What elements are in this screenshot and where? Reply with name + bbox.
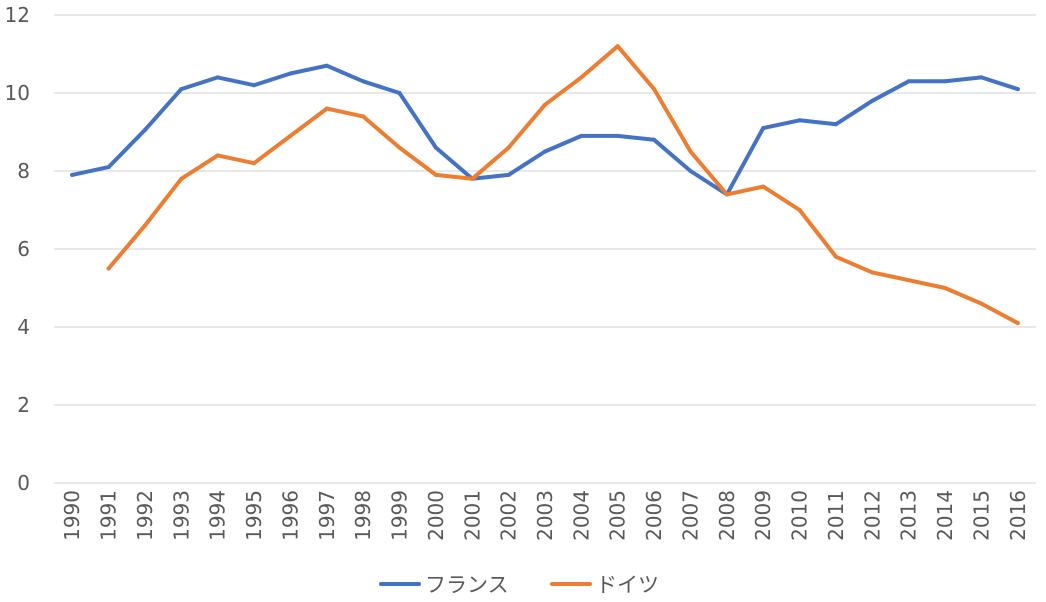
data-point (324, 106, 329, 111)
data-point (979, 301, 984, 306)
data-point (106, 266, 111, 271)
data-point (543, 149, 547, 154)
x-tick-label: 2001 (460, 490, 484, 541)
data-point (215, 153, 220, 158)
x-tick-label: 1999 (388, 490, 412, 541)
data-point (179, 87, 184, 92)
data-point (615, 44, 620, 49)
x-tick-label: 1992 (133, 490, 157, 541)
x-tick-label: 1991 (97, 490, 121, 541)
x-tick-label: 2002 (497, 490, 521, 541)
legend: フランス ドイツ (379, 573, 659, 597)
data-point (579, 133, 584, 138)
data-point (906, 79, 911, 84)
data-point (761, 126, 766, 131)
y-tick-label: 2 (17, 393, 30, 417)
data-point (688, 149, 693, 154)
legend-label: フランス (425, 573, 509, 597)
x-tick-label: 2010 (788, 490, 812, 541)
x-tick-label: 1994 (206, 490, 230, 541)
x-tick-label: 2014 (933, 490, 957, 541)
x-tick-label: 1995 (242, 490, 266, 541)
data-point (615, 133, 620, 138)
x-tick-label: 2004 (569, 490, 593, 541)
data-point (761, 184, 766, 189)
data-point (870, 98, 875, 103)
data-point (142, 223, 147, 228)
data-point (397, 145, 402, 150)
legend-label: ドイツ (596, 573, 659, 597)
data-point (870, 270, 875, 275)
y-tick-label: 4 (17, 315, 30, 339)
data-point (179, 176, 184, 181)
y-axis-ticks: 0 2 4 6 8 10 12 (5, 3, 30, 495)
x-tick-label: 2000 (424, 490, 448, 541)
data-point (142, 128, 147, 133)
x-tick-label: 2016 (1006, 490, 1030, 541)
data-point (979, 75, 984, 80)
data-point (652, 87, 657, 92)
data-point (397, 91, 402, 95)
series-line-0 (70, 63, 1020, 197)
x-tick-label: 1993 (169, 490, 193, 541)
x-tick-label: 1990 (60, 490, 84, 541)
x-tick-label: 1996 (278, 490, 302, 541)
data-point (70, 172, 75, 177)
data-point (252, 161, 257, 166)
data-point (288, 71, 293, 76)
x-tick-label: 2005 (606, 490, 630, 541)
series-line-1 (106, 44, 1020, 326)
data-point (470, 176, 475, 181)
x-tick-label: 2007 (678, 490, 702, 541)
x-tick-label: 1998 (351, 490, 375, 541)
x-tick-label: 2008 (715, 490, 739, 541)
data-point (688, 169, 693, 173)
data-point (833, 254, 838, 259)
data-point (943, 286, 948, 290)
data-point (833, 122, 838, 127)
data-point (288, 133, 293, 138)
data-point (1015, 321, 1020, 326)
data-point (797, 208, 802, 212)
data-point (724, 192, 729, 197)
x-tick-label: 2015 (969, 490, 993, 541)
data-point (433, 172, 438, 177)
gridlines (54, 14, 1036, 484)
data-point (252, 83, 257, 88)
x-tick-label: 2003 (533, 490, 557, 541)
x-tick-label: 2009 (751, 490, 775, 541)
data-point (579, 75, 584, 80)
data-point (215, 75, 220, 80)
y-tick-label: 10 (5, 81, 30, 105)
data-point (652, 137, 657, 142)
data-point (543, 102, 547, 107)
y-tick-label: 0 (17, 471, 30, 495)
data-point (433, 145, 438, 150)
data-point (324, 63, 329, 68)
data-point (943, 79, 948, 84)
data-point (106, 165, 111, 170)
data-point (506, 172, 511, 177)
x-tick-label: 1997 (315, 490, 339, 541)
x-axis-ticks: 1990 1991 1992 1993 1994 1995 1996 1997 1998 1999… (60, 490, 1030, 541)
x-tick-label: 2006 (642, 490, 666, 541)
data-point (506, 145, 511, 150)
data-point (1015, 87, 1020, 92)
series-lines (70, 44, 1020, 326)
data-point (361, 79, 366, 84)
y-tick-label: 12 (5, 3, 30, 27)
data-point (361, 114, 366, 119)
y-tick-label: 8 (17, 159, 30, 183)
y-tick-label: 6 (17, 237, 30, 261)
x-tick-label: 2011 (824, 490, 848, 541)
data-point (797, 118, 802, 123)
data-point (906, 278, 911, 283)
x-tick-label: 2012 (860, 490, 884, 541)
x-tick-label: 2013 (897, 490, 921, 541)
